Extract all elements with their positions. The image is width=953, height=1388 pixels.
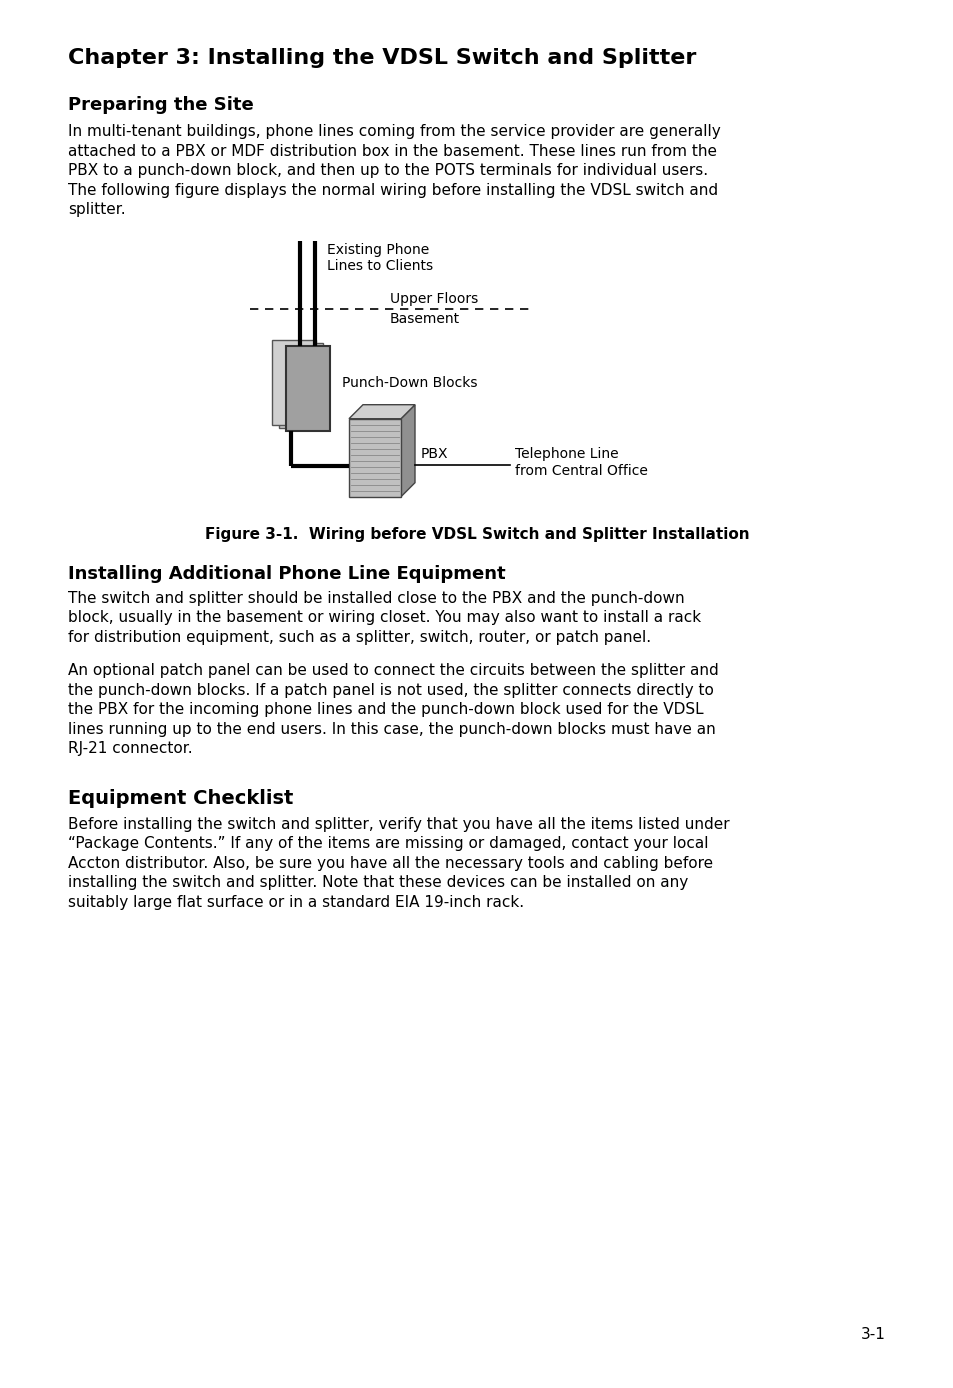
Text: the PBX for the incoming phone lines and the punch-down block used for the VDSL: the PBX for the incoming phone lines and… xyxy=(68,702,703,718)
Text: Installing Additional Phone Line Equipment: Installing Additional Phone Line Equipme… xyxy=(68,565,505,583)
Text: PBX: PBX xyxy=(420,447,448,461)
Text: “Package Contents.” If any of the items are missing or damaged, contact your loc: “Package Contents.” If any of the items … xyxy=(68,836,708,851)
Text: Accton distributor. Also, be sure you have all the necessary tools and cabling b: Accton distributor. Also, be sure you ha… xyxy=(68,855,713,870)
Text: Preparing the Site: Preparing the Site xyxy=(68,96,253,114)
Polygon shape xyxy=(349,405,415,419)
Text: Chapter 3: Installing the VDSL Switch and Splitter: Chapter 3: Installing the VDSL Switch an… xyxy=(68,49,696,68)
Polygon shape xyxy=(400,405,415,497)
Bar xyxy=(349,419,400,497)
Text: block, usually in the basement or wiring closet. You may also want to install a : block, usually in the basement or wiring… xyxy=(68,611,700,625)
Text: Upper Floors: Upper Floors xyxy=(390,291,477,305)
Text: The following figure displays the normal wiring before installing the VDSL switc: The following figure displays the normal… xyxy=(68,182,718,197)
Bar xyxy=(278,343,323,428)
Text: splitter.: splitter. xyxy=(68,203,126,217)
Text: The switch and splitter should be installed close to the PBX and the punch-down: The switch and splitter should be instal… xyxy=(68,591,684,605)
Text: Figure 3-1.  Wiring before VDSL Switch and Splitter Installation: Figure 3-1. Wiring before VDSL Switch an… xyxy=(205,526,748,541)
Text: suitably large flat surface or in a standard EIA 19-inch rack.: suitably large flat surface or in a stan… xyxy=(68,895,523,909)
Text: Existing Phone
Lines to Clients: Existing Phone Lines to Clients xyxy=(327,243,433,272)
Bar xyxy=(286,346,330,430)
Text: attached to a PBX or MDF distribution box in the basement. These lines run from : attached to a PBX or MDF distribution bo… xyxy=(68,143,717,158)
Text: installing the switch and splitter. Note that these devices can be installed on : installing the switch and splitter. Note… xyxy=(68,876,687,890)
Bar xyxy=(272,340,315,425)
Text: PBX to a punch-down block, and then up to the POTS terminals for individual user: PBX to a punch-down block, and then up t… xyxy=(68,162,707,178)
Text: for distribution equipment, such as a splitter, switch, router, or patch panel.: for distribution equipment, such as a sp… xyxy=(68,630,651,644)
Text: the punch-down blocks. If a patch panel is not used, the splitter connects direc: the punch-down blocks. If a patch panel … xyxy=(68,683,713,698)
Text: An optional patch panel can be used to connect the circuits between the splitter: An optional patch panel can be used to c… xyxy=(68,663,718,679)
Text: Equipment Checklist: Equipment Checklist xyxy=(68,788,294,808)
Text: Telephone Line
from Central Office: Telephone Line from Central Office xyxy=(515,447,647,477)
Text: Before installing the switch and splitter, verify that you have all the items li: Before installing the switch and splitte… xyxy=(68,816,729,831)
Text: In multi-tenant buildings, phone lines coming from the service provider are gene: In multi-tenant buildings, phone lines c… xyxy=(68,124,720,139)
Text: 3-1: 3-1 xyxy=(861,1327,885,1342)
Text: Punch-Down Blocks: Punch-Down Blocks xyxy=(341,376,477,390)
Text: Basement: Basement xyxy=(390,311,459,326)
Text: RJ-21 connector.: RJ-21 connector. xyxy=(68,741,193,756)
Text: lines running up to the end users. In this case, the punch-down blocks must have: lines running up to the end users. In th… xyxy=(68,722,715,737)
